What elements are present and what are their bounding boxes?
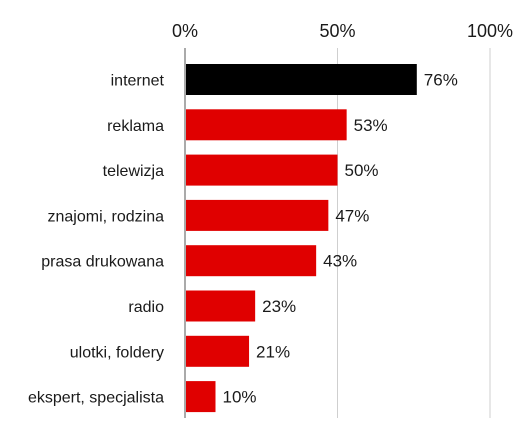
bar <box>186 109 347 141</box>
value-label: 23% <box>262 297 296 316</box>
value-label: 47% <box>335 206 369 225</box>
category-label: internet <box>111 73 165 90</box>
bar <box>186 154 338 186</box>
bar <box>186 335 250 367</box>
value-label: 43% <box>323 252 357 271</box>
category-label: ulotki, foldery <box>70 344 164 361</box>
category-label: telewizja <box>103 163 164 180</box>
bar <box>186 199 329 231</box>
x-axis-ticks: 0% 50% 100% <box>172 21 513 41</box>
category-labels: internet reklama telewizja znajomi, rodzina… <box>28 73 165 407</box>
category-label: reklama <box>107 118 164 135</box>
category-label: ekspert, specjalista <box>28 390 164 407</box>
value-label: 50% <box>345 161 379 180</box>
grid-lines <box>337 48 491 418</box>
value-labels: 76% 53% 50% 47% 43% 23% 21% 10% <box>223 71 458 407</box>
value-label: 10% <box>223 388 257 407</box>
value-label: 21% <box>256 342 290 361</box>
x-tick-label: 100% <box>467 21 513 41</box>
category-label: znajomi, rodzina <box>48 208 165 225</box>
bar <box>186 290 256 322</box>
bar <box>186 381 216 413</box>
category-label: prasa drukowana <box>41 254 164 271</box>
x-tick-label: 0% <box>172 21 198 41</box>
bar <box>186 245 317 277</box>
value-label: 76% <box>424 71 458 90</box>
x-tick-label: 50% <box>319 21 355 41</box>
bars <box>186 64 417 413</box>
value-label: 53% <box>354 116 388 135</box>
category-label: radio <box>128 299 164 316</box>
bar <box>186 64 417 95</box>
